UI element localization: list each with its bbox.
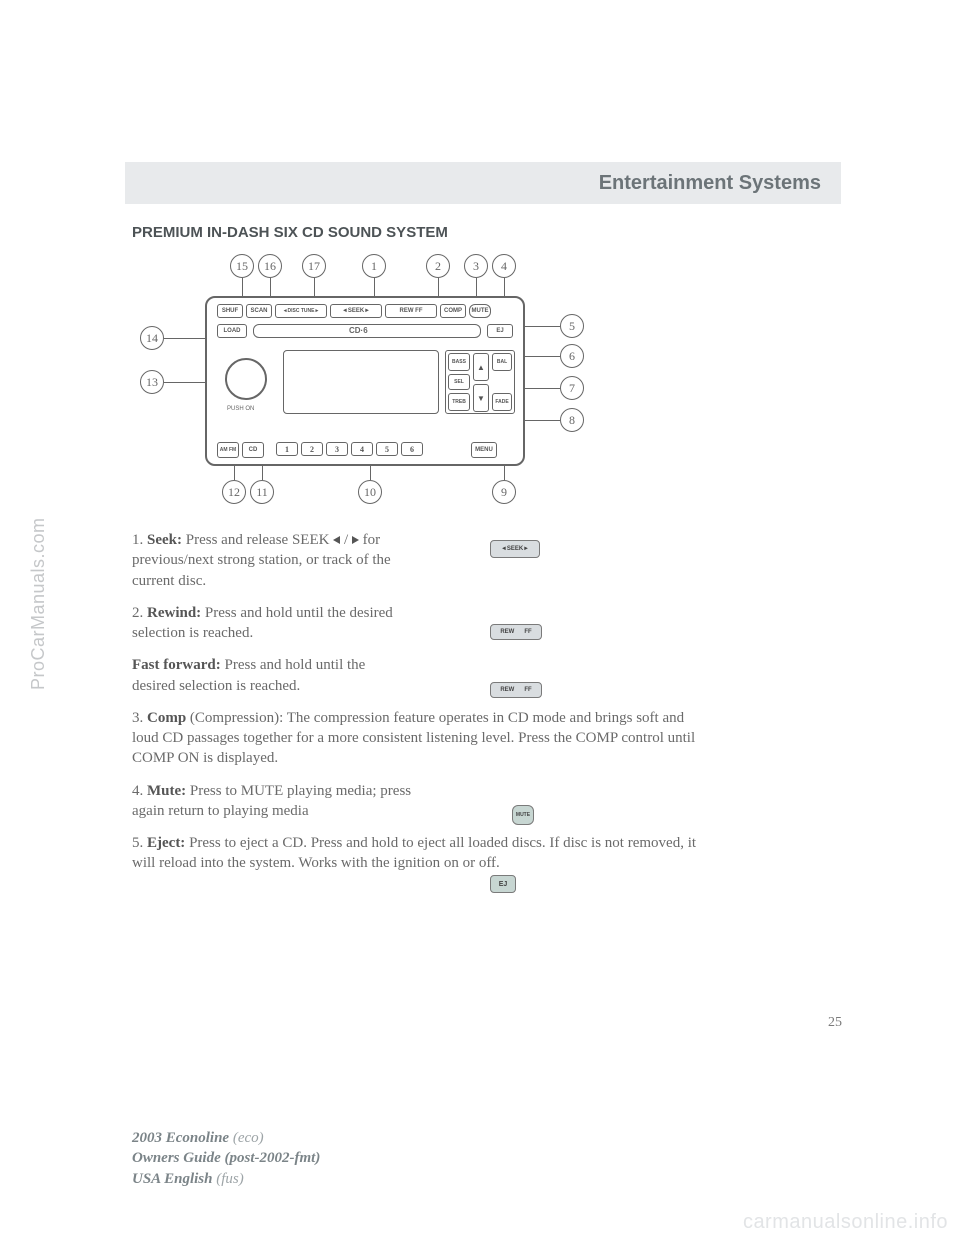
seek-button: ◄ SEEK ►: [330, 304, 382, 318]
cd6-logo: CD·6: [349, 326, 368, 335]
callout-2: 2: [426, 254, 450, 278]
item-ff: Fast forward: Press and hold until the d…: [132, 655, 412, 696]
callout-15: 15: [230, 254, 254, 278]
footer-line1: 2003 Econoline (eco): [132, 1128, 320, 1148]
preset-5: 5: [376, 442, 398, 456]
callout-16: 16: [258, 254, 282, 278]
down-button: ▼: [473, 384, 489, 412]
fade-button: FADE: [492, 393, 512, 411]
sel-button: SEL: [448, 374, 470, 390]
bass-button: BASS: [448, 353, 470, 371]
radio-display: [283, 350, 439, 414]
load-button: LOAD: [217, 324, 247, 338]
seek-icon: ◄ SEEK ►: [490, 540, 540, 558]
callout-4: 4: [492, 254, 516, 278]
callout-9: 9: [492, 480, 516, 504]
leader: [525, 388, 560, 389]
rew-ff-button: REW FF: [385, 304, 437, 318]
menu-button: MENU: [471, 442, 497, 458]
item-1: 1. Seek: Press and release SEEK / for pr…: [132, 530, 412, 591]
item-2: 2. Rewind: Press and hold until the desi…: [132, 603, 412, 644]
page-number: 25: [828, 1015, 842, 1031]
page-header-title: Entertainment Systems: [599, 172, 821, 195]
comp-button: COMP: [440, 304, 466, 318]
item-4: 4. Mute: Press to MUTE playing media; pr…: [132, 781, 432, 822]
leader: [525, 326, 560, 327]
item-3: 3. Comp (Compression): The compression f…: [132, 708, 697, 769]
page-header: Entertainment Systems: [125, 162, 841, 204]
amfm-button: AM FM: [217, 442, 239, 458]
footer-line3: USA English (fus): [132, 1169, 320, 1189]
radio-faceplate: SHUF SCAN ◄ DISC TUNE ► ◄ SEEK ► REW FF …: [205, 296, 525, 466]
cd-slot: CD·6: [253, 324, 481, 338]
leader: [525, 356, 560, 357]
preset-3: 3: [326, 442, 348, 456]
right-arrow-icon: [352, 536, 359, 544]
callout-13: 13: [140, 370, 164, 394]
bal-button: BAL: [492, 353, 512, 371]
rew-ff-icon-2: REWFF: [490, 682, 542, 698]
callout-6: 6: [560, 344, 584, 368]
section-heading: PREMIUM IN-DASH SIX CD SOUND SYSTEM: [132, 224, 448, 241]
footer-line2: Owners Guide (post-2002-fmt): [132, 1148, 320, 1168]
preset-2: 2: [301, 442, 323, 456]
tune-button: ◄ DISC TUNE ►: [275, 304, 327, 318]
sound-panel: BASS BAL SEL ▲ ▼ TREB FADE: [445, 350, 515, 414]
up-button: ▲: [473, 353, 489, 381]
footer: 2003 Econoline (eco) Owners Guide (post-…: [132, 1128, 320, 1189]
watermark: carmanualsonline.info: [743, 1211, 948, 1234]
preset-6: 6: [401, 442, 423, 456]
mute-button: MUTE: [469, 304, 491, 318]
volume-knob: [225, 358, 267, 400]
callout-7: 7: [560, 376, 584, 400]
left-arrow-icon: [333, 536, 340, 544]
shuf-button: SHUF: [217, 304, 243, 318]
preset-1: 1: [276, 442, 298, 456]
callout-5: 5: [560, 314, 584, 338]
radio-diagram: 15 16 17 1 2 3 4 5 6 7 8 14 13 12 11 10 …: [130, 248, 590, 508]
callout-10: 10: [358, 480, 382, 504]
callout-11: 11: [250, 480, 274, 504]
scan-button: SCAN: [246, 304, 272, 318]
item-5: 5. Eject: Press to eject a CD. Press and…: [132, 833, 697, 874]
preset-4: 4: [351, 442, 373, 456]
callout-12: 12: [222, 480, 246, 504]
treb-button: TREB: [448, 393, 470, 411]
ej-icon: EJ: [490, 875, 516, 893]
body-text: 1. Seek: Press and release SEEK / for pr…: [132, 530, 707, 886]
callout-8: 8: [560, 408, 584, 432]
cd-button: CD: [242, 442, 264, 458]
eject-button: EJ: [487, 324, 513, 338]
callout-1: 1: [362, 254, 386, 278]
leader: [525, 420, 560, 421]
sidebar-watermark: ProCarManuals.com: [28, 517, 49, 690]
mute-icon: MUTE: [512, 805, 534, 825]
callout-3: 3: [464, 254, 488, 278]
callout-14: 14: [140, 326, 164, 350]
push-on-label: PUSH ON: [227, 406, 254, 412]
callout-17: 17: [302, 254, 326, 278]
rew-ff-icon: REWFF: [490, 624, 542, 640]
